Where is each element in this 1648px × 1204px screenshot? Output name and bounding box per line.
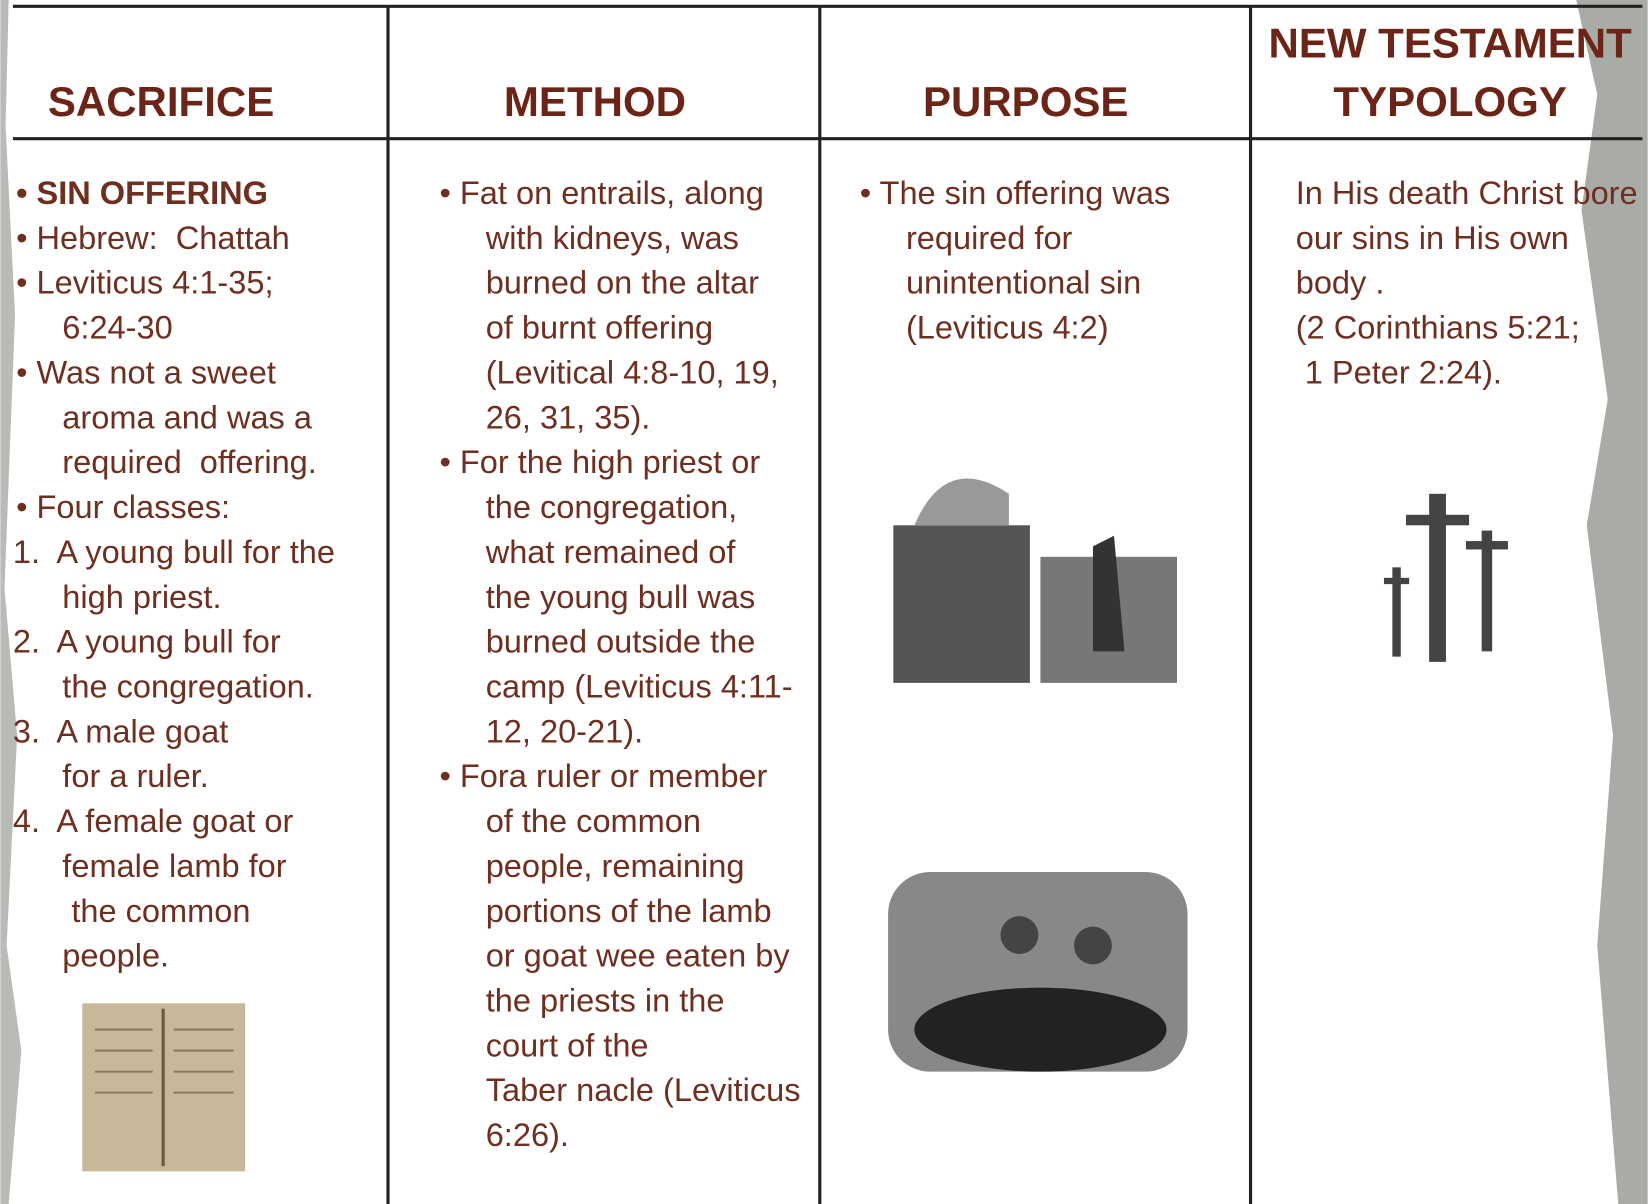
cell-line: 2. A young bull for [13, 624, 281, 660]
cell-line: required for [906, 220, 1073, 256]
cell-line: unintentional sin [906, 265, 1141, 301]
priests-image [888, 872, 1188, 1072]
cell-line: • The sin offering was [860, 175, 1171, 211]
cell-line: 6:26). [486, 1117, 569, 1153]
cell-line: burned on the altar [486, 265, 759, 301]
cell-line: the congregation. [62, 668, 314, 704]
cell-line: burned outside the [486, 624, 756, 660]
column-header: TYPOLOGY [1333, 78, 1566, 125]
book-image [82, 1003, 246, 1172]
cell-line: of burnt offering [486, 310, 713, 346]
column-header: PURPOSE [923, 78, 1128, 125]
cell-line: 12, 20-21). [486, 713, 643, 749]
cell-line: of the common [486, 803, 701, 839]
cell-line: • Four classes: [16, 489, 230, 525]
altar-image [893, 478, 1178, 683]
cell-line: (2 Corinthians 5:21; [1296, 310, 1580, 346]
cell-line: • For the high priest or [439, 444, 760, 480]
cell-line: 4. A female goat or [13, 803, 294, 839]
cell-line: or goat wee eaten by [486, 938, 791, 974]
column-header: METHOD [504, 78, 686, 125]
cell-line: portions of the lamb [486, 893, 772, 929]
cell-line: 3. A male goat [13, 713, 228, 749]
cell-line: • Fat on entrails, along [439, 175, 763, 211]
cell-line: 1 Peter 2:24). [1296, 354, 1502, 390]
cell-line: (Levitical 4:8-10, 19, [486, 354, 779, 390]
cell-line: • Hebrew: Chattah [16, 220, 290, 256]
cell-line: 26, 31, 35). [486, 399, 651, 435]
cell-line: body . [1296, 265, 1385, 301]
cell-line: high priest. [62, 579, 221, 615]
cell-line: with kidneys, was [485, 220, 739, 256]
cell-line: • SIN OFFERING [16, 175, 268, 211]
cell-line: court of the [486, 1027, 649, 1063]
crosses-image [1383, 493, 1508, 662]
cell-line: • Was not a sweet [16, 354, 276, 390]
cell-line: people. [62, 938, 169, 974]
cell-line: required offering. [62, 444, 317, 480]
cell-line: the priests in the [486, 983, 725, 1019]
cell-line: female lamb for [62, 848, 286, 884]
cell-line: for a ruler. [62, 758, 209, 794]
cell-line: Taber nacle (Leviticus [486, 1072, 801, 1108]
cell-line: aroma and was a [62, 399, 313, 435]
cell-line: the congregation, [486, 489, 738, 525]
cell-line: In His death Christ bore [1296, 175, 1638, 211]
cell-line: 1. A young bull for the [13, 534, 335, 570]
cell-line: • Leviticus 4:1-35; [16, 265, 273, 301]
cell-line: (Leviticus 4:2) [906, 310, 1109, 346]
cell-line: 6:24-30 [62, 310, 172, 346]
cell-line: people, remaining [486, 848, 745, 884]
cell-line: camp (Leviticus 4:11- [486, 668, 793, 704]
column-header: SACRIFICE [48, 78, 274, 125]
cell-line: the common [62, 893, 250, 929]
column-header: NEW TESTAMENT [1268, 19, 1632, 66]
cell-line: our sins in His own [1296, 220, 1569, 256]
cell-line: • Fora ruler or member [439, 758, 767, 794]
table-rules [12, 4, 1643, 1204]
table: SACRIFICE METHOD PURPOSE NEW TESTAMENT TYPOL… [13, 19, 1638, 1153]
cell-line: the young bull was [486, 579, 756, 615]
cell-line: what remained of [485, 534, 737, 570]
